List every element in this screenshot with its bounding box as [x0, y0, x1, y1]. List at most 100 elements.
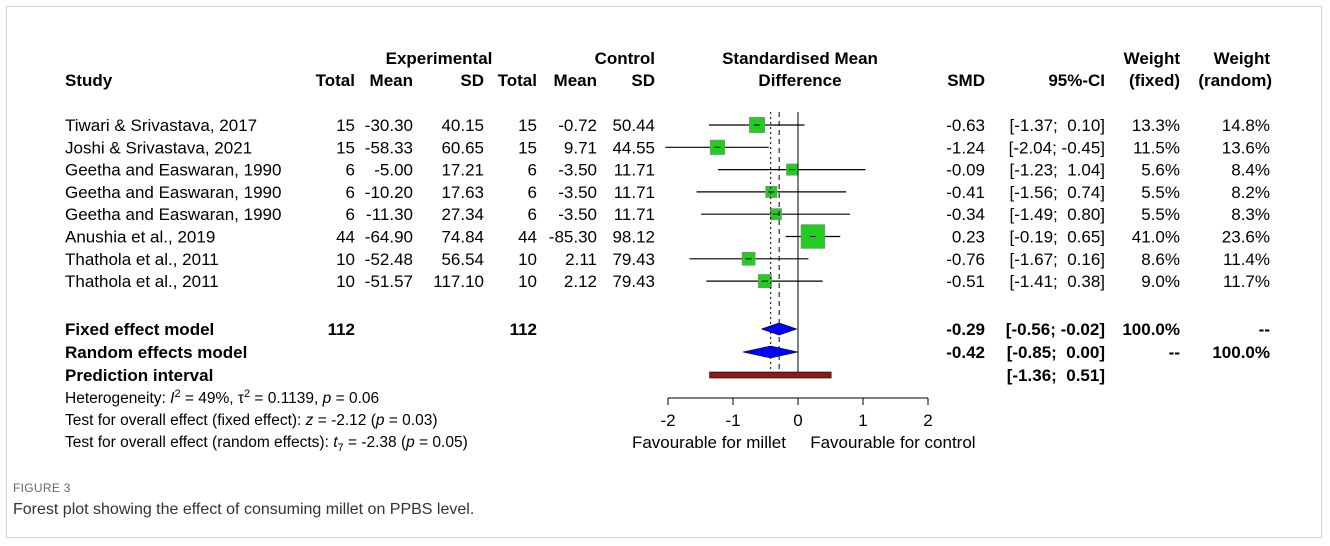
ci-value: [-1.56; 0.74] [1010, 183, 1105, 202]
random-effects-label: Random effects model [65, 343, 247, 362]
sd-c: 11.71 [614, 161, 655, 180]
prediction-interval-bar [709, 371, 832, 379]
header-smd: SMD [947, 71, 985, 90]
sd-e: 40.15 [441, 116, 484, 135]
study-name: Tiwari & Srivastava, 2017 [65, 116, 257, 135]
mean-c: 2.12 [564, 272, 597, 291]
study-row: Geetha and Easwaran, 1990 6 -10.20 17.63 6 -3… [65, 183, 1270, 202]
total-e: 10 [336, 250, 355, 269]
sd-e: 17.63 [441, 183, 484, 202]
mean-e: -11.30 [366, 205, 413, 224]
prediction-interval-label: Prediction interval [65, 366, 213, 385]
mean-c: -0.72 [558, 116, 597, 135]
fixed-weight-random: -- [1259, 320, 1270, 339]
header-control: Control [595, 49, 655, 68]
sd-c: 50.44 [612, 116, 655, 135]
fixed-total-c: 112 [510, 320, 537, 339]
ci-value: [-1.23; 1.04] [1010, 161, 1105, 180]
sd-e: 74.84 [441, 228, 484, 247]
header-sd-c: SD [631, 71, 655, 90]
favours-control-label: Favourable for control [810, 433, 975, 452]
header-experimental: Experimental [386, 49, 493, 68]
ci-value: [-1.37; 0.10] [1010, 116, 1105, 135]
header-study: Study [65, 71, 113, 90]
mean-c: -3.50 [558, 183, 597, 202]
total-e: 6 [346, 183, 355, 202]
sd-e: 56.54 [441, 250, 484, 269]
mean-c: -3.50 [558, 205, 597, 224]
total-c: 6 [528, 183, 537, 202]
weight-fixed: 5.5% [1141, 183, 1180, 202]
mean-e: -10.20 [365, 183, 413, 202]
smd-value: 0.23 [952, 228, 985, 247]
study-row: Geetha and Easwaran, 1990 6 -5.00 17.21 6 -3.… [65, 161, 1270, 180]
sd-e: 27.34 [441, 205, 484, 224]
smd-value: -0.76 [946, 250, 985, 269]
weight-fixed: 11.5% [1133, 138, 1180, 157]
fixed-smd: -0.29 [946, 320, 985, 339]
header-total-e: Total [316, 71, 355, 90]
weight-random: 23.6% [1222, 228, 1270, 247]
header-total-c: Total [498, 71, 537, 90]
random-ci: [-0.85; 0.00] [1007, 343, 1105, 362]
mean-c: -85.30 [549, 228, 597, 247]
study-row: Geetha and Easwaran, 1990 6 -11.30 27.34 6 -3… [65, 205, 1270, 224]
mean-c: 2.11 [565, 250, 597, 269]
x-tick-label: -2 [660, 411, 675, 430]
total-e: 15 [336, 116, 355, 135]
weight-fixed: 13.3% [1132, 116, 1180, 135]
sd-e: 117.10 [433, 272, 484, 291]
study-name: Geetha and Easwaran, 1990 [65, 161, 281, 180]
figure-label: FIGURE 3 [13, 481, 71, 495]
weight-random: 13.6% [1222, 138, 1270, 157]
fixed-total-e: 112 [328, 320, 355, 339]
total-e: 6 [346, 205, 355, 224]
fixed-effect-label: Fixed effect model [65, 320, 214, 339]
fixed-effect-diamond [760, 322, 798, 336]
random-effects-diamond [742, 345, 799, 359]
weight-random: 8.3% [1231, 205, 1270, 224]
header-ci: 95%-CI [1048, 71, 1105, 90]
smd-value: -1.24 [946, 138, 985, 157]
study-row: Anushia et al., 2019 44 -64.90 74.84 44 -85.3… [65, 228, 1270, 247]
total-e: 44 [336, 228, 355, 247]
study-row: Tiwari & Srivastava, 2017 15 -30.30 40.15 15… [65, 116, 1270, 135]
total-c: 6 [528, 205, 537, 224]
forest-plot: Experimental Control Standardised Mean W… [65, 49, 1272, 454]
total-e: 10 [336, 272, 355, 291]
study-name: Geetha and Easwaran, 1990 [65, 205, 281, 224]
random-weight-fixed: -- [1169, 343, 1180, 362]
sd-c: 98.12 [612, 228, 655, 247]
figure-caption: Forest plot showing the effect of consum… [13, 501, 475, 518]
header-weight-fixed-2: (fixed) [1129, 71, 1180, 90]
sd-e: 17.21 [441, 161, 484, 180]
header-weight-random-1: Weight [1214, 49, 1271, 68]
header-smd-line1: Standardised Mean [722, 49, 878, 68]
mean-e: -5.00 [374, 161, 413, 180]
smd-value: -0.09 [946, 161, 985, 180]
ci-value: [-2.04; -0.45] [1009, 138, 1105, 157]
sd-c: 11.71 [614, 183, 655, 202]
sd-e: 60.65 [441, 138, 484, 157]
fixed-ci: [-0.56; -0.02] [1006, 320, 1105, 339]
study-name: Geetha and Easwaran, 1990 [65, 183, 281, 202]
plot-area: -2 -1 0 1 2 Favourable for millet Favourable f… [632, 112, 976, 452]
weight-fixed: 41.0% [1132, 228, 1180, 247]
ci-value: [-0.19; 0.65] [1010, 228, 1105, 247]
mean-e: -51.57 [365, 272, 413, 291]
total-e: 15 [336, 138, 355, 157]
weight-fixed: 8.6% [1141, 250, 1180, 269]
ci-value: [-1.41; 0.38] [1010, 272, 1105, 291]
mean-e: -58.33 [365, 138, 413, 157]
x-tick-label: 1 [858, 411, 867, 430]
sd-c: 44.55 [612, 138, 655, 157]
total-c: 6 [528, 161, 537, 180]
test-fixed-text: Test for overall effect (fixed effect): … [65, 412, 438, 429]
mean-c: 9.71 [564, 138, 597, 157]
sd-c: 79.43 [612, 272, 655, 291]
total-c: 15 [518, 116, 537, 135]
random-smd: -0.42 [946, 343, 985, 362]
study-row: Thathola et al., 2011 10 -52.48 56.54 10 2.11… [65, 250, 1270, 269]
study-name: Thathola et al., 2011 [65, 250, 219, 269]
mean-e: -64.90 [365, 228, 413, 247]
